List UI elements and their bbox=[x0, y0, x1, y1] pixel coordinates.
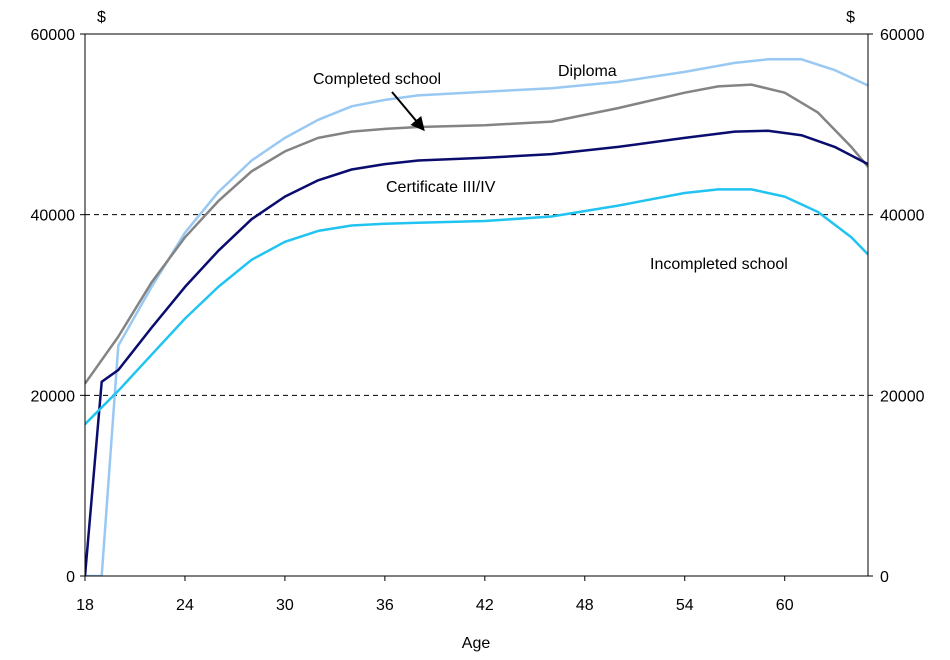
axis-ticks: 0 0 20000 20000 40000 40000 60000 60000 18 24 30 36… bbox=[31, 27, 925, 614]
y-tick-label-left: 0 bbox=[66, 569, 75, 586]
gridlines bbox=[85, 33, 868, 396]
series-label-diploma: Diploma bbox=[558, 63, 617, 80]
x-axis-title: Age bbox=[462, 635, 491, 652]
right-unit-label: $ bbox=[846, 9, 855, 26]
x-tick-label: 36 bbox=[376, 597, 394, 614]
series-label-incompleted-school: Incompleted school bbox=[650, 256, 788, 273]
x-tick-label: 54 bbox=[676, 597, 694, 614]
series-label-certificate: Certificate III/IV bbox=[386, 179, 496, 196]
series-line-certificate-iii-iv bbox=[85, 129, 868, 576]
y-tick-label-left: 60000 bbox=[31, 27, 76, 44]
y-tick-label-left: 20000 bbox=[31, 388, 76, 405]
y-tick-label-right: 20000 bbox=[880, 388, 925, 405]
completed-school-arrow bbox=[391, 91, 425, 132]
series-label-completed-school: Completed school bbox=[313, 71, 441, 88]
plot-frame bbox=[84, 33, 869, 577]
y-tick-label-right: 60000 bbox=[880, 27, 925, 44]
series-line-diploma bbox=[85, 58, 868, 576]
x-tick-label: 42 bbox=[476, 597, 494, 614]
x-tick-label: 24 bbox=[176, 597, 194, 614]
x-tick-label: 60 bbox=[776, 597, 794, 614]
y-tick-label-right: 40000 bbox=[880, 208, 925, 225]
y-tick-label-right: 0 bbox=[880, 569, 889, 586]
series-line-incompleted-school bbox=[85, 188, 868, 426]
left-unit-label: $ bbox=[97, 9, 106, 26]
y-tick-label-left: 40000 bbox=[31, 208, 76, 225]
x-tick-label: 48 bbox=[576, 597, 594, 614]
x-tick-label: 30 bbox=[276, 597, 294, 614]
series-line-completed-school bbox=[85, 83, 868, 385]
x-tick-label: 18 bbox=[76, 597, 94, 614]
series-layer bbox=[85, 58, 868, 576]
